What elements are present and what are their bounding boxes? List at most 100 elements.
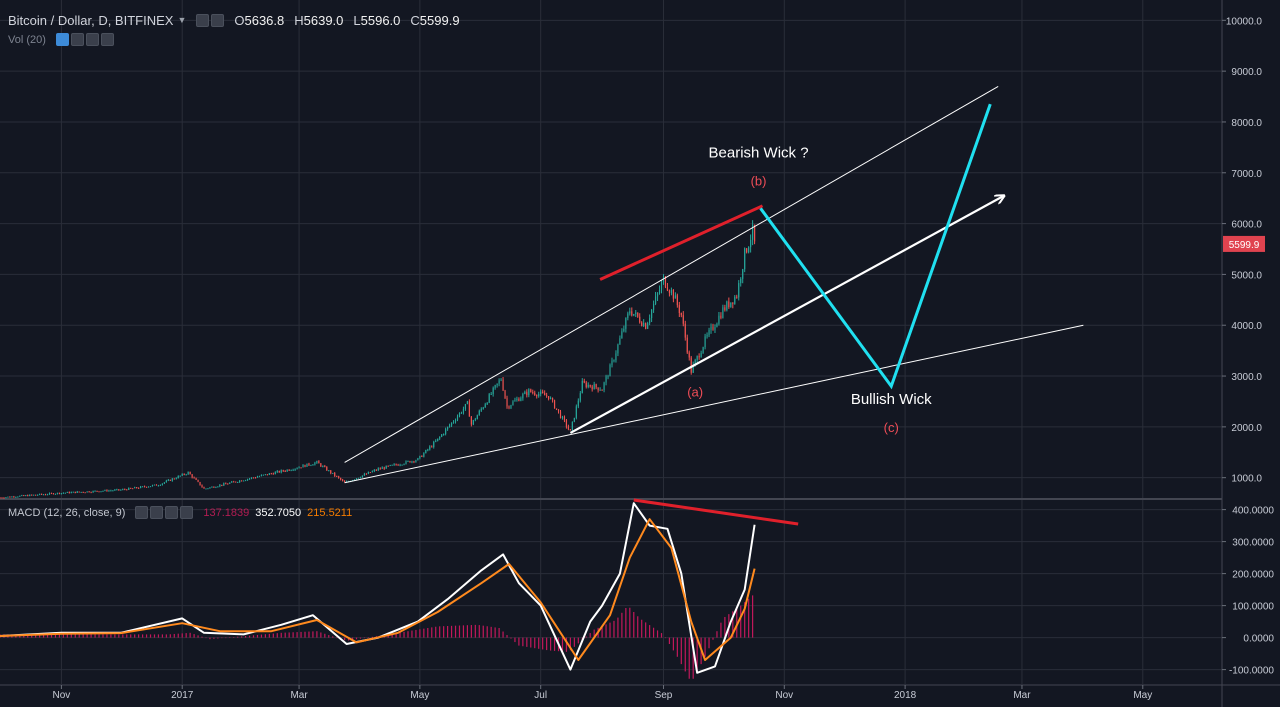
histogram-bar [35, 634, 37, 638]
macd-tick-label: 0.0000 [1243, 634, 1274, 645]
ohlc-high: H5639.0 [294, 13, 343, 28]
histogram-bar [530, 637, 532, 648]
histogram-bar [613, 620, 615, 638]
candle-body [54, 493, 57, 495]
candle-body [250, 477, 253, 479]
candle-body [744, 248, 746, 270]
histogram-bar [359, 637, 362, 639]
macd-label[interactable]: MACD (12, 26, close, 9) [8, 506, 126, 519]
histogram-bar [39, 634, 41, 638]
candle-body [163, 482, 165, 484]
histogram-bar [193, 634, 195, 638]
candle-body [421, 455, 423, 457]
histogram-bar [569, 637, 571, 651]
candle-body [9, 496, 11, 498]
price-tick-label: 7000.0 [1231, 169, 1262, 180]
candle-body [629, 311, 631, 314]
settings-icon[interactable] [70, 33, 84, 46]
candle-body [237, 482, 239, 484]
candle-body [698, 356, 700, 358]
chevron-down-icon[interactable]: ▼ [177, 15, 187, 25]
histogram-bar [732, 611, 734, 638]
price-tick-label: 8000.0 [1231, 118, 1262, 129]
candle-body [66, 491, 68, 493]
candle-body [668, 290, 671, 293]
eye-icon[interactable] [55, 33, 69, 46]
candle-body [276, 470, 278, 473]
candle-body [686, 337, 688, 353]
candle-body [613, 360, 615, 362]
histogram-bar [593, 629, 595, 638]
ohlc-close: C5599.9 [410, 13, 459, 28]
histogram-bar [189, 632, 191, 638]
close-icon[interactable] [180, 506, 194, 519]
candle-body [330, 470, 332, 474]
format-icon[interactable] [85, 33, 99, 46]
candle-body [104, 489, 106, 491]
histogram-bar [668, 637, 671, 644]
candle-body [27, 495, 29, 497]
time-tick-label: Mar [1013, 690, 1031, 701]
candle-body [213, 486, 215, 488]
candle-body [557, 409, 560, 412]
candle-body [355, 478, 358, 480]
candle-body [490, 393, 492, 395]
histogram-bar [399, 632, 401, 638]
candle-body [183, 473, 185, 475]
volume-label[interactable]: Vol (20) [8, 33, 46, 46]
candle-body [153, 484, 156, 486]
candle-body [11, 496, 13, 498]
candle-body [492, 387, 494, 394]
candle-body [595, 384, 597, 388]
candle-body [468, 401, 470, 417]
trendline-drawings[interactable] [344, 85, 1084, 484]
candle-body [324, 466, 326, 468]
candle-body [670, 289, 673, 293]
candle-body [122, 489, 124, 491]
candle-body [510, 405, 512, 408]
candle-body [367, 472, 369, 474]
candle-body [290, 470, 292, 472]
time-axis[interactable]: Nov 2017 Mar May Jul Sep Nov 2018 Mar May [52, 685, 1152, 701]
histogram-bar [712, 637, 714, 640]
histogram-bar [58, 634, 61, 638]
histogram-bar [470, 625, 472, 638]
ohlc-low: L5596.0 [353, 13, 400, 28]
histogram-bar [351, 637, 354, 640]
candle-body [458, 412, 461, 417]
price-axis[interactable]: 1000.0 2000.0 3000.0 4000.0 5000.0 6000.0 7000… [1222, 16, 1274, 677]
close-icon[interactable] [100, 33, 114, 46]
time-tick-label: Mar [290, 690, 308, 701]
candle-body [136, 487, 138, 489]
settings-icon[interactable] [150, 506, 164, 519]
candle-body [60, 493, 62, 495]
macd-line-value: 352.7050 [255, 506, 302, 519]
candle-body [229, 482, 231, 484]
histogram-bar [165, 634, 167, 638]
histogram-bar [66, 634, 68, 638]
format-icon[interactable] [211, 13, 225, 27]
histogram-bar [466, 625, 469, 638]
candle-body [143, 486, 146, 488]
settings-icon[interactable] [196, 13, 210, 27]
candle-body [522, 394, 524, 399]
candle-body [171, 478, 173, 481]
candle-body [282, 470, 284, 472]
time-tick-label: May [1133, 690, 1152, 701]
format-icon[interactable] [165, 506, 179, 519]
candle-body [169, 479, 171, 481]
histogram-bar [565, 637, 568, 652]
candle-body [724, 307, 726, 311]
price-tick-label: 10000.0 [1226, 16, 1263, 27]
symbol-title[interactable]: Bitcoin / Dollar, D, BITFINEX [8, 12, 174, 28]
histogram-bar [684, 637, 686, 672]
candle-body [231, 481, 233, 483]
eye-icon[interactable] [135, 506, 149, 519]
candle-body [742, 269, 744, 279]
candle-body [110, 490, 112, 492]
candle-body [17, 496, 19, 498]
histogram-bar [494, 627, 496, 638]
ohlc-value: 5599.9 [419, 12, 460, 28]
trendline-middle-arrow [569, 196, 1004, 434]
